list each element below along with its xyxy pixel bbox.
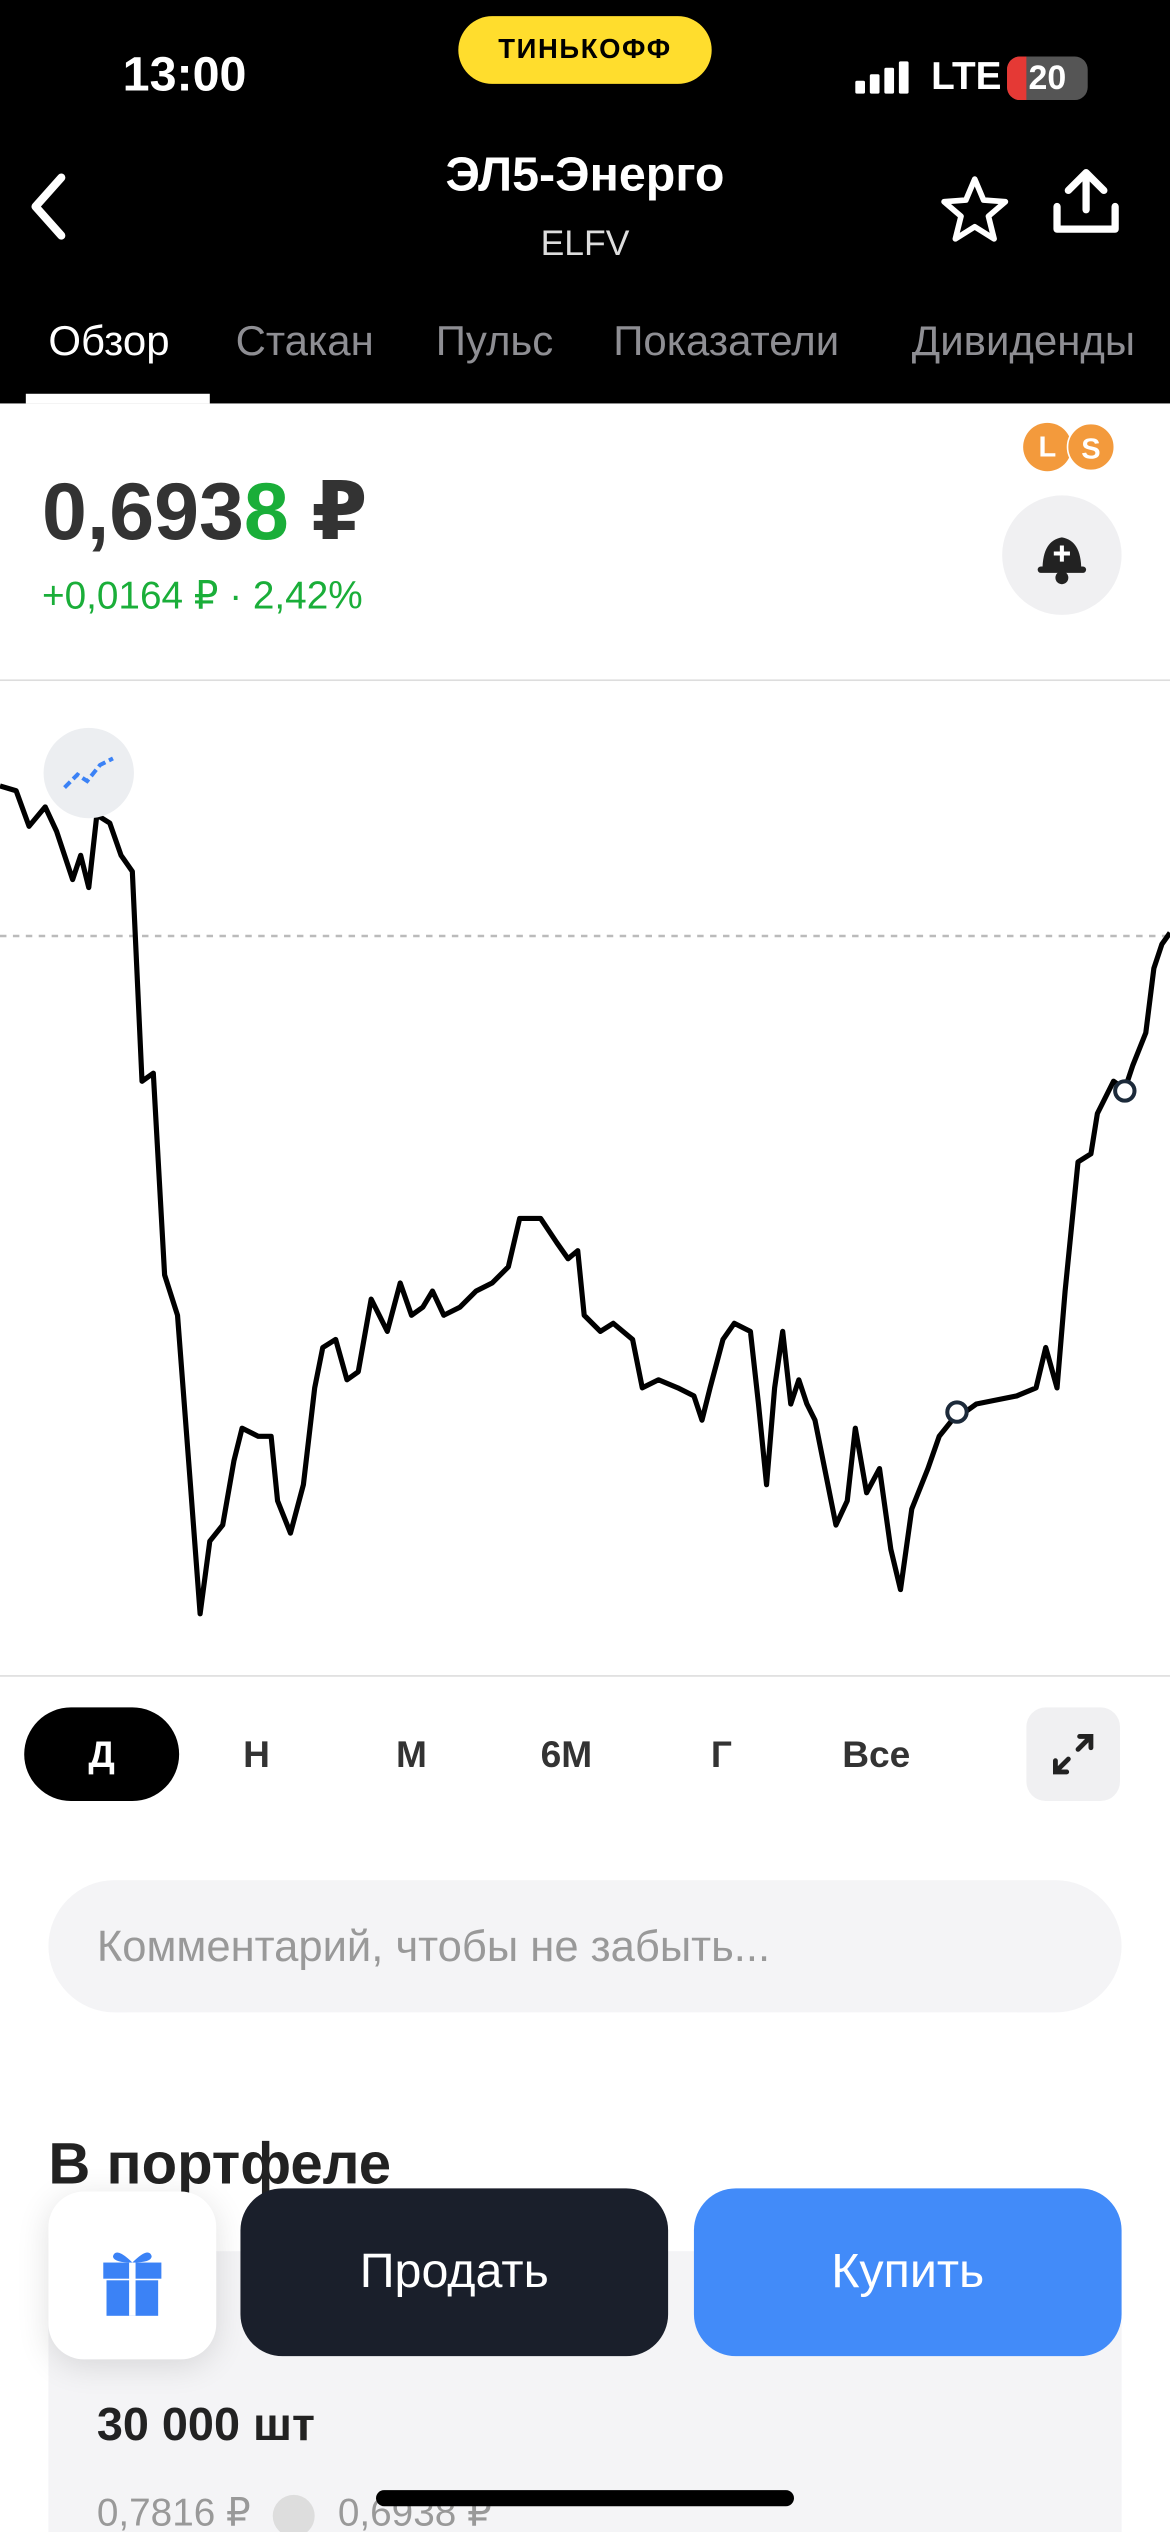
tab[interactable]: Показатели bbox=[613, 316, 840, 365]
ticker: ELFV bbox=[540, 222, 630, 264]
chart-type-button[interactable] bbox=[43, 727, 134, 819]
divider bbox=[0, 679, 1170, 682]
fullscreen-button[interactable] bbox=[1026, 1707, 1120, 1802]
battery: 20 bbox=[1007, 56, 1088, 101]
quantity: 30 000 шт bbox=[96, 2399, 315, 2452]
badge: S bbox=[1066, 422, 1116, 472]
signal-icon bbox=[855, 61, 909, 94]
price-currency: ₽ bbox=[311, 466, 368, 557]
period-button[interactable]: Д bbox=[24, 1707, 180, 1802]
tab[interactable]: Дивиденды bbox=[911, 316, 1136, 365]
favorite-button[interactable] bbox=[939, 174, 1010, 242]
period-button[interactable]: М bbox=[396, 1733, 427, 1776]
comment-input[interactable]: Комментарий, чтобы не забыть... bbox=[48, 1880, 1122, 2013]
battery-level bbox=[1007, 56, 1027, 101]
network-label: LTE bbox=[931, 54, 1002, 99]
brand-pill: ТИНЬКОФФ bbox=[458, 16, 712, 84]
tab[interactable]: Обзор bbox=[48, 316, 170, 365]
tab[interactable]: Пульс bbox=[435, 316, 554, 365]
sell-button[interactable]: Продать bbox=[240, 2188, 669, 2357]
price-main: 0,693 bbox=[41, 466, 244, 557]
back-button[interactable] bbox=[23, 171, 75, 242]
price: 0,6938 ₽ bbox=[42, 465, 367, 559]
trade-marker[interactable] bbox=[1113, 1079, 1137, 1103]
period-button[interactable]: Все bbox=[842, 1733, 911, 1776]
divider bbox=[0, 1675, 1170, 1677]
average-price: 0,7816 ₽ bbox=[96, 2491, 251, 2532]
battery-text: 20 bbox=[1028, 59, 1067, 97]
tab-indicator bbox=[25, 393, 210, 404]
trade-marker[interactable] bbox=[945, 1400, 969, 1424]
badge: L bbox=[1023, 422, 1072, 472]
gift-icon bbox=[103, 2252, 162, 2316]
period-button[interactable]: 6М bbox=[540, 1733, 593, 1776]
price-line bbox=[0, 783, 1170, 1617]
share-button[interactable] bbox=[1049, 168, 1123, 239]
period-button[interactable]: Н bbox=[243, 1733, 271, 1776]
alert-button[interactable] bbox=[1002, 495, 1122, 615]
tab[interactable]: Стакан bbox=[235, 316, 374, 365]
header-bar: 13:00 ТИНЬКОФФ LTE 20 ЭЛ5-Энерго ELFV Об… bbox=[0, 0, 1170, 404]
price-last-digit: 8 bbox=[243, 466, 289, 557]
section-title: В портфеле bbox=[48, 2130, 392, 2197]
bell-icon bbox=[1037, 537, 1087, 585]
buy-button[interactable]: Купить bbox=[693, 2188, 1122, 2357]
gift-button[interactable] bbox=[48, 2191, 217, 2360]
home-indicator bbox=[376, 2490, 794, 2507]
arrow-icon bbox=[273, 2494, 316, 2532]
price-chart bbox=[0, 727, 1170, 1617]
fullscreen-icon bbox=[1053, 1734, 1094, 1775]
title: ЭЛ5-Энерго bbox=[445, 148, 725, 202]
price-change: +0,0164 ₽ · 2,42% bbox=[41, 574, 363, 619]
status-time: 13:00 bbox=[122, 48, 247, 102]
period-button[interactable]: Г bbox=[710, 1733, 732, 1776]
comment-placeholder: Комментарий, чтобы не забыть... bbox=[96, 1922, 771, 1971]
